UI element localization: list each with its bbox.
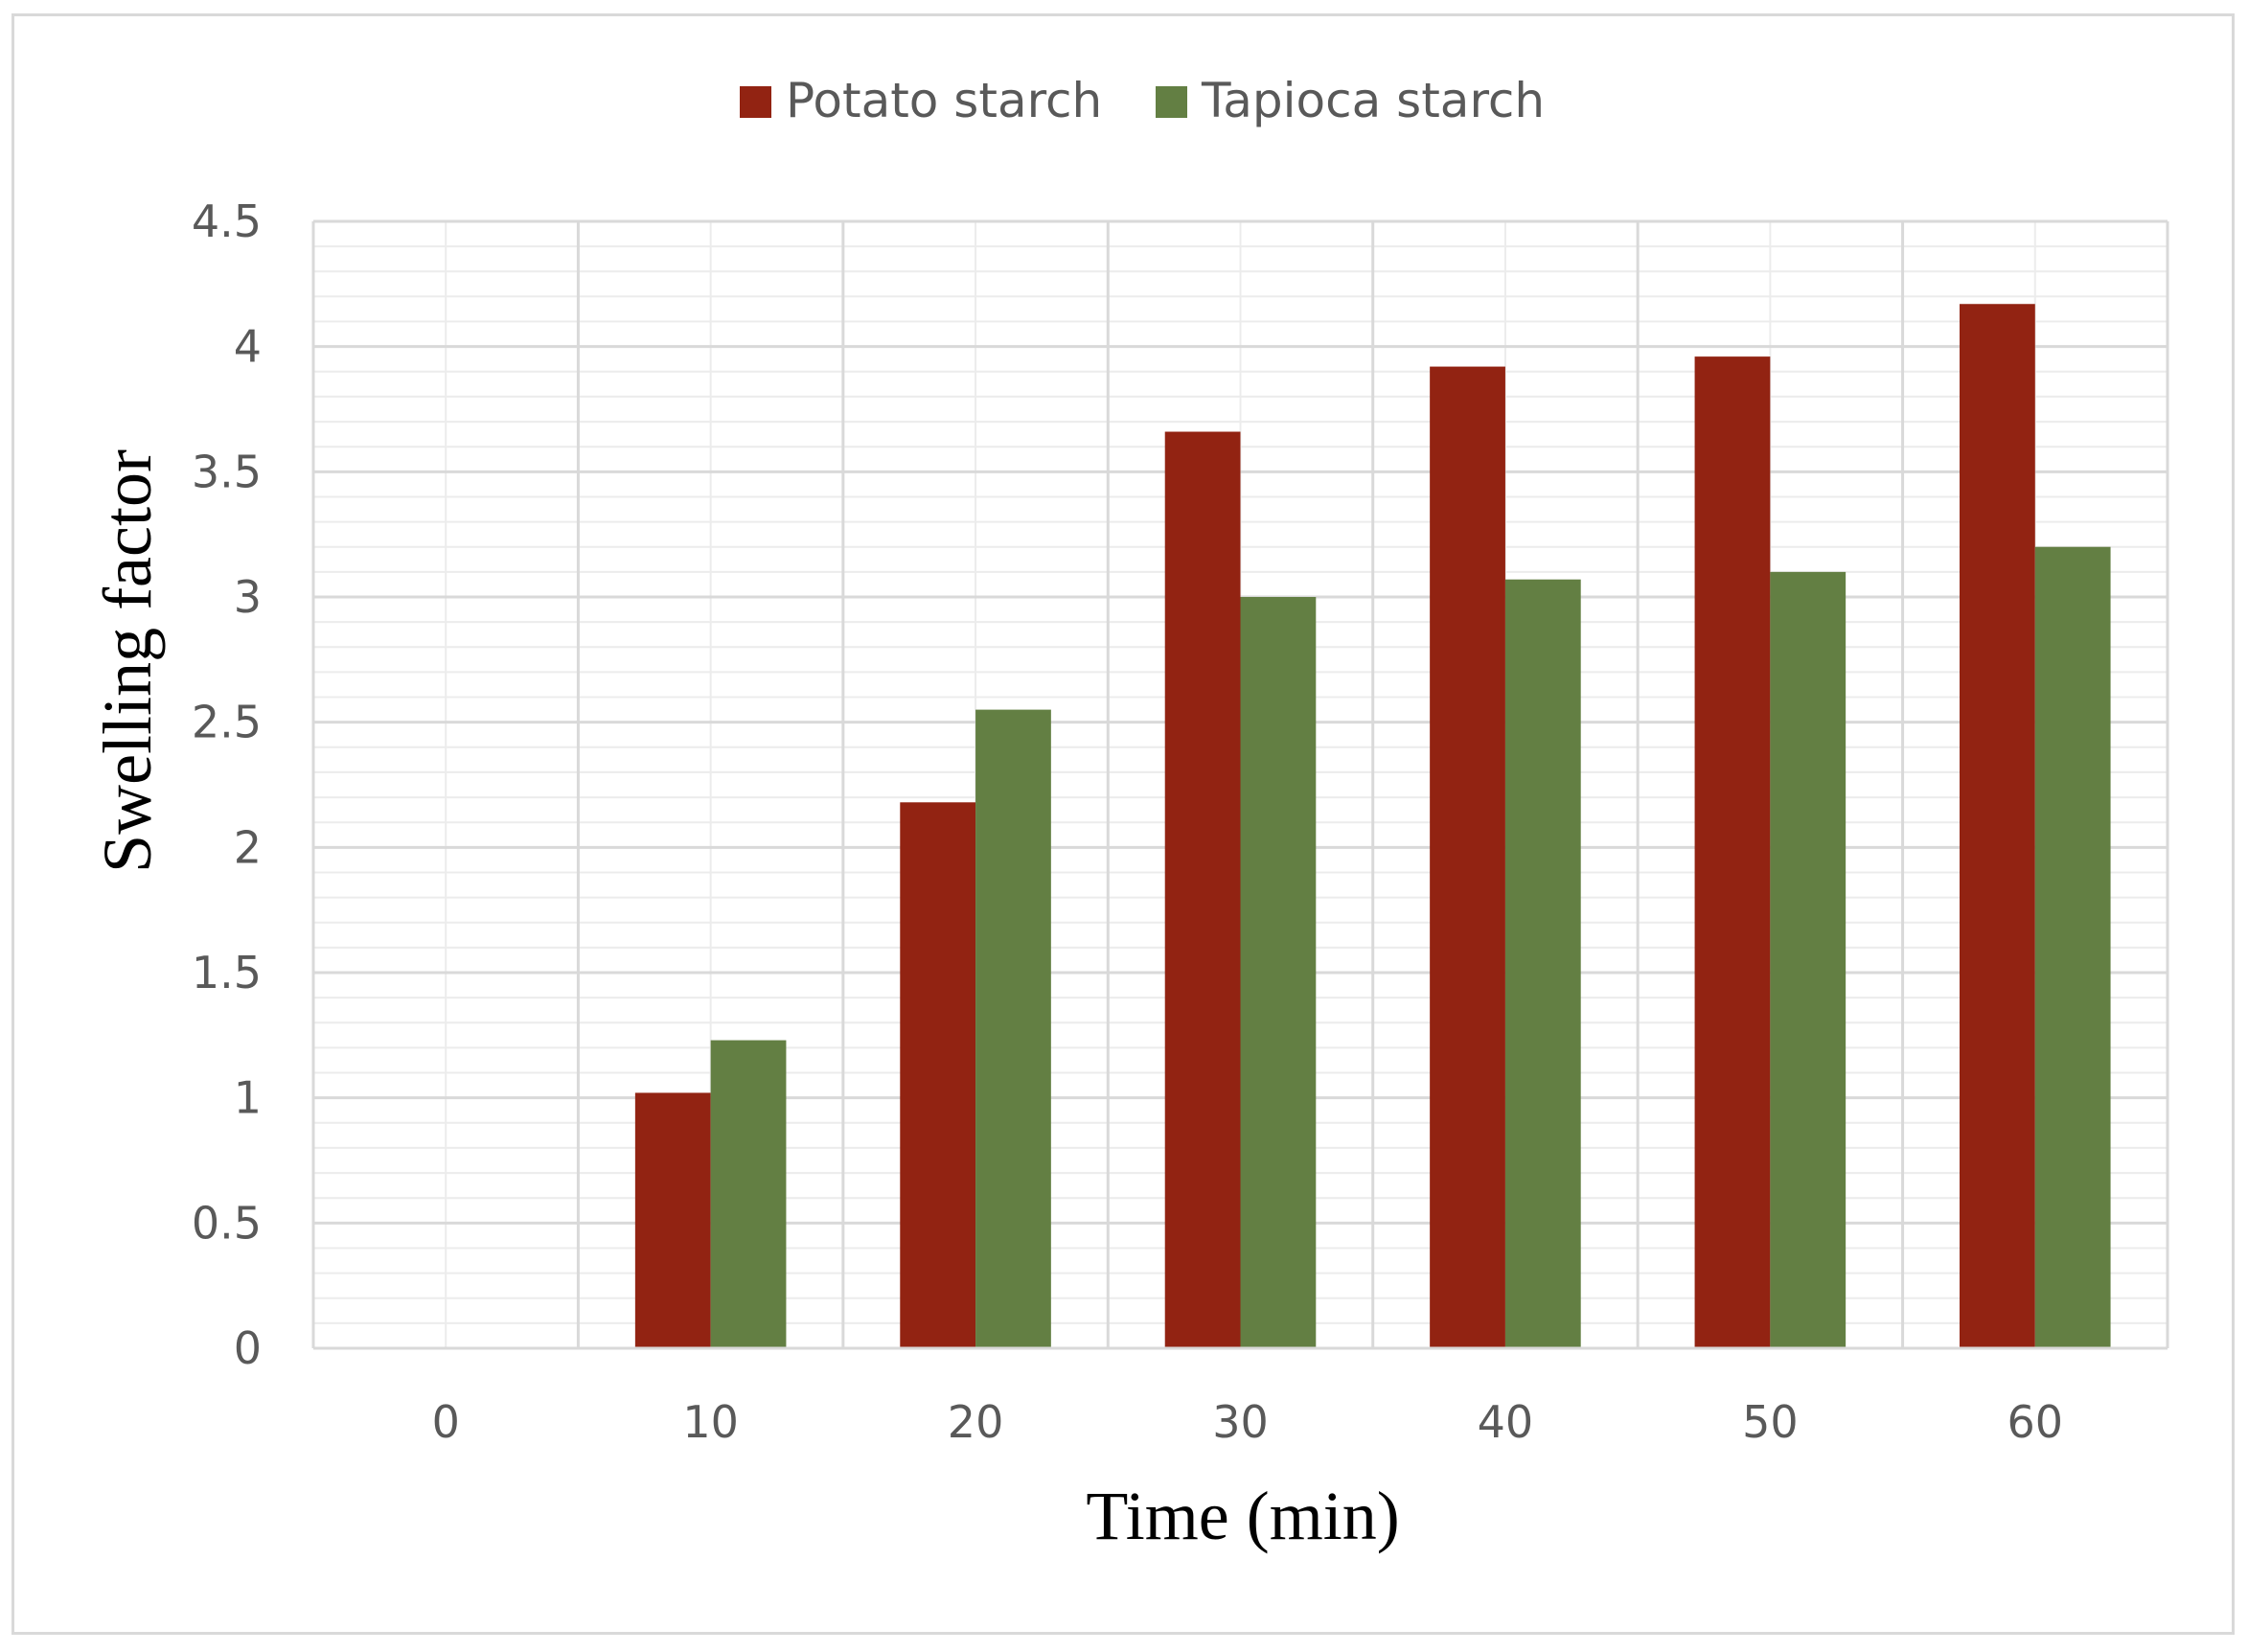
bar-tapioca-starch-20 <box>975 709 1051 1348</box>
bar-potato-starch-50 <box>1694 356 1771 1348</box>
x-tick-label: 20 <box>948 1396 1004 1448</box>
y-tick-label: 1 <box>234 1072 262 1124</box>
legend: Potato starch Tapioca starch <box>740 73 1545 128</box>
bar-potato-starch-30 <box>1164 431 1241 1348</box>
bar-tapioca-starch-10 <box>710 1040 787 1348</box>
x-axis-title: Time (min) <box>1086 1478 1399 1554</box>
bar-potato-starch-10 <box>634 1092 711 1348</box>
x-tick-label: 0 <box>432 1396 460 1448</box>
bar-potato-starch-20 <box>900 802 976 1348</box>
axes: 0 0.5 1 1.5 2 2.5 3 3.5 4 4.5 0 10 20 30 40 50 60 <box>192 195 2168 1448</box>
y-tick-label: 4 <box>234 321 262 373</box>
y-tick-label: 4.5 <box>192 195 262 247</box>
x-tick-label: 40 <box>1478 1396 1534 1448</box>
y-axis-title: Swelling factor <box>89 449 166 873</box>
legend-label-tapioca-starch: Tapioca starch <box>1201 73 1545 128</box>
x-tick-label: 30 <box>1212 1396 1269 1448</box>
y-tick-label: 2.5 <box>192 697 262 748</box>
y-tick-label: 1.5 <box>192 947 262 998</box>
legend-swatch-potato-starch <box>740 86 771 118</box>
y-tick-label: 2 <box>234 821 262 873</box>
legend-swatch-tapioca-starch <box>1156 86 1187 118</box>
x-tick-label: 10 <box>682 1396 739 1448</box>
y-tick-label: 3.5 <box>192 446 262 497</box>
chart-frame <box>11 13 2235 1635</box>
x-tick-label: 50 <box>1742 1396 1799 1448</box>
legend-label-potato-starch: Potato starch <box>786 73 1102 128</box>
bars <box>634 304 2111 1348</box>
bar-tapioca-starch-30 <box>1240 597 1317 1348</box>
bar-tapioca-starch-50 <box>1770 571 1847 1348</box>
y-tick-label: 3 <box>234 571 262 623</box>
bar-tapioca-starch-60 <box>2034 546 2111 1348</box>
bar-potato-starch-60 <box>1960 304 2035 1348</box>
x-tick-label: 60 <box>2007 1396 2064 1448</box>
bar-tapioca-starch-40 <box>1504 579 1581 1348</box>
bar-potato-starch-40 <box>1430 366 1505 1348</box>
y-tick-label: 0 <box>234 1322 262 1374</box>
y-tick-label: 0.5 <box>192 1197 262 1249</box>
